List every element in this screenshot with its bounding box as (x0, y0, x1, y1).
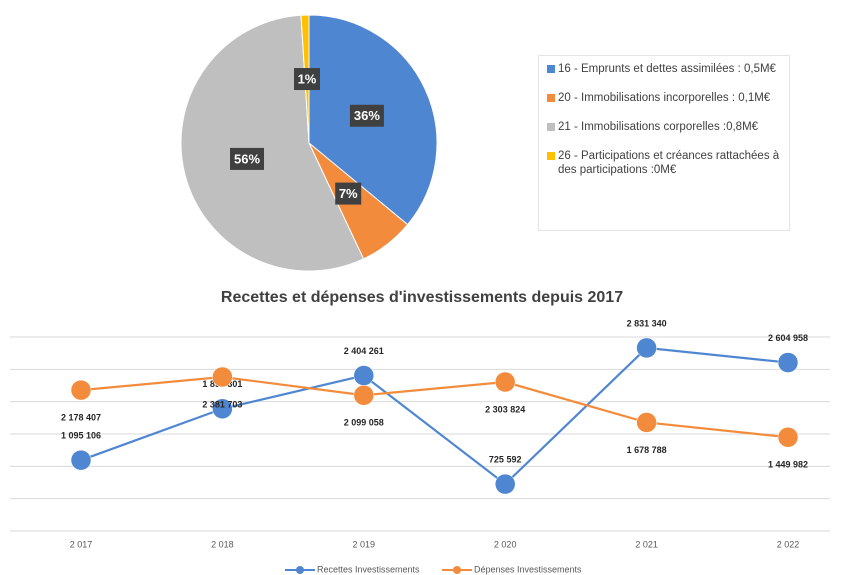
data-label: 1 678 788 (627, 445, 667, 455)
x-tick-label: 2 020 (494, 539, 517, 549)
series-line (80, 346, 789, 486)
legend-swatch (547, 94, 555, 102)
data-point (353, 365, 375, 386)
data-point (212, 366, 233, 388)
data-point (70, 379, 92, 401)
data-point (70, 449, 92, 471)
legend-label: 16 - Emprunts et dettes assimilées : 0,5… (558, 63, 776, 75)
data-label: 1 095 106 (61, 431, 101, 441)
legend-label: Recettes Investissements (317, 564, 420, 574)
data-label: 7% (339, 186, 358, 201)
data-label-box (230, 147, 265, 170)
data-label-box (335, 182, 362, 205)
legend-label: 21 - Immobilisations corporelles :0,8M€ (558, 121, 759, 133)
data-label: 56% (234, 151, 260, 166)
legend-item: 16 - Emprunts et dettes assimilées : 0,5… (547, 62, 783, 76)
data-label: 2 303 824 (485, 404, 525, 414)
legend-item: 20 - Immobilisations incorporelles : 0,1… (547, 91, 783, 105)
legend-label: 26 - Participations et créances rattaché… (558, 150, 780, 176)
data-point (494, 473, 516, 495)
data-point (353, 385, 375, 406)
x-tick-label: 2 019 (353, 539, 376, 549)
data-label: 2 178 407 (61, 413, 101, 423)
data-point (636, 412, 657, 433)
chart-title: Recettes et dépenses d'investissements d… (221, 289, 623, 306)
legend-item: 21 - Immobilisations corporelles :0,8M€ (547, 120, 783, 134)
data-label: 36% (354, 108, 380, 123)
series-line (80, 375, 789, 439)
legend-swatch (547, 123, 555, 131)
x-tick-label: 2 022 (777, 539, 800, 549)
data-point (494, 371, 516, 393)
legend-label: Dépenses Investissements (474, 564, 582, 574)
data-point (777, 352, 799, 373)
data-label: 2 099 058 (344, 418, 384, 428)
data-point (212, 398, 233, 420)
legend-swatch (547, 65, 555, 73)
data-label: 2 831 340 (627, 318, 667, 328)
data-label: 725 592 (489, 454, 522, 464)
data-label: 1 449 982 (768, 460, 808, 470)
data-label-box (293, 68, 320, 91)
legend-marker (453, 566, 461, 574)
data-label-box (349, 104, 384, 127)
x-tick-label: 2 017 (70, 539, 93, 549)
x-tick-label: 2 018 (211, 539, 234, 549)
legend-swatch (547, 152, 555, 160)
legend: 16 - Emprunts et dettes assimilées : 0,5… (538, 55, 790, 231)
legend-marker (296, 566, 304, 574)
data-point (636, 337, 657, 359)
x-tick-label: 2 021 (635, 539, 658, 549)
data-label: 1% (298, 71, 317, 86)
data-label: 2 381 703 (202, 399, 242, 409)
legend-item: 26 - Participations et créances rattaché… (547, 149, 783, 177)
pie-slice (180, 14, 365, 272)
data-label: 2 404 261 (344, 346, 384, 356)
data-label: 2 604 958 (768, 333, 808, 343)
legend-label: 20 - Immobilisations incorporelles : 0,1… (558, 92, 771, 104)
data-point (777, 426, 799, 448)
